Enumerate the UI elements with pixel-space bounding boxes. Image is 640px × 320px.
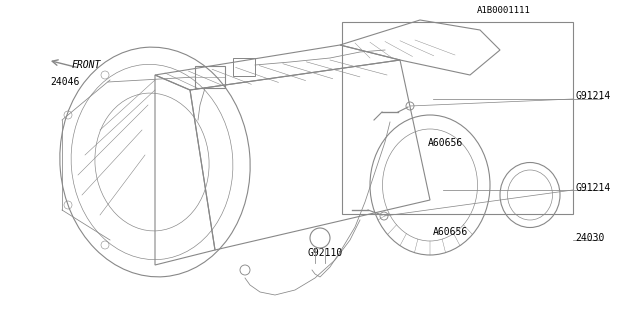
Text: G92110: G92110 [308, 248, 343, 258]
Text: A1B0001111: A1B0001111 [477, 6, 531, 15]
Text: 24030: 24030 [576, 233, 605, 243]
Bar [195, 66, 225, 88]
Text: A60656: A60656 [428, 138, 463, 148]
Bar [342, 22, 573, 214]
Text: G91214: G91214 [576, 183, 611, 193]
Text: A60656: A60656 [433, 227, 468, 237]
Text: 24046: 24046 [50, 77, 79, 87]
Bar [233, 58, 255, 76]
Text: FRONT: FRONT [72, 60, 101, 70]
Text: G91214: G91214 [576, 91, 611, 101]
